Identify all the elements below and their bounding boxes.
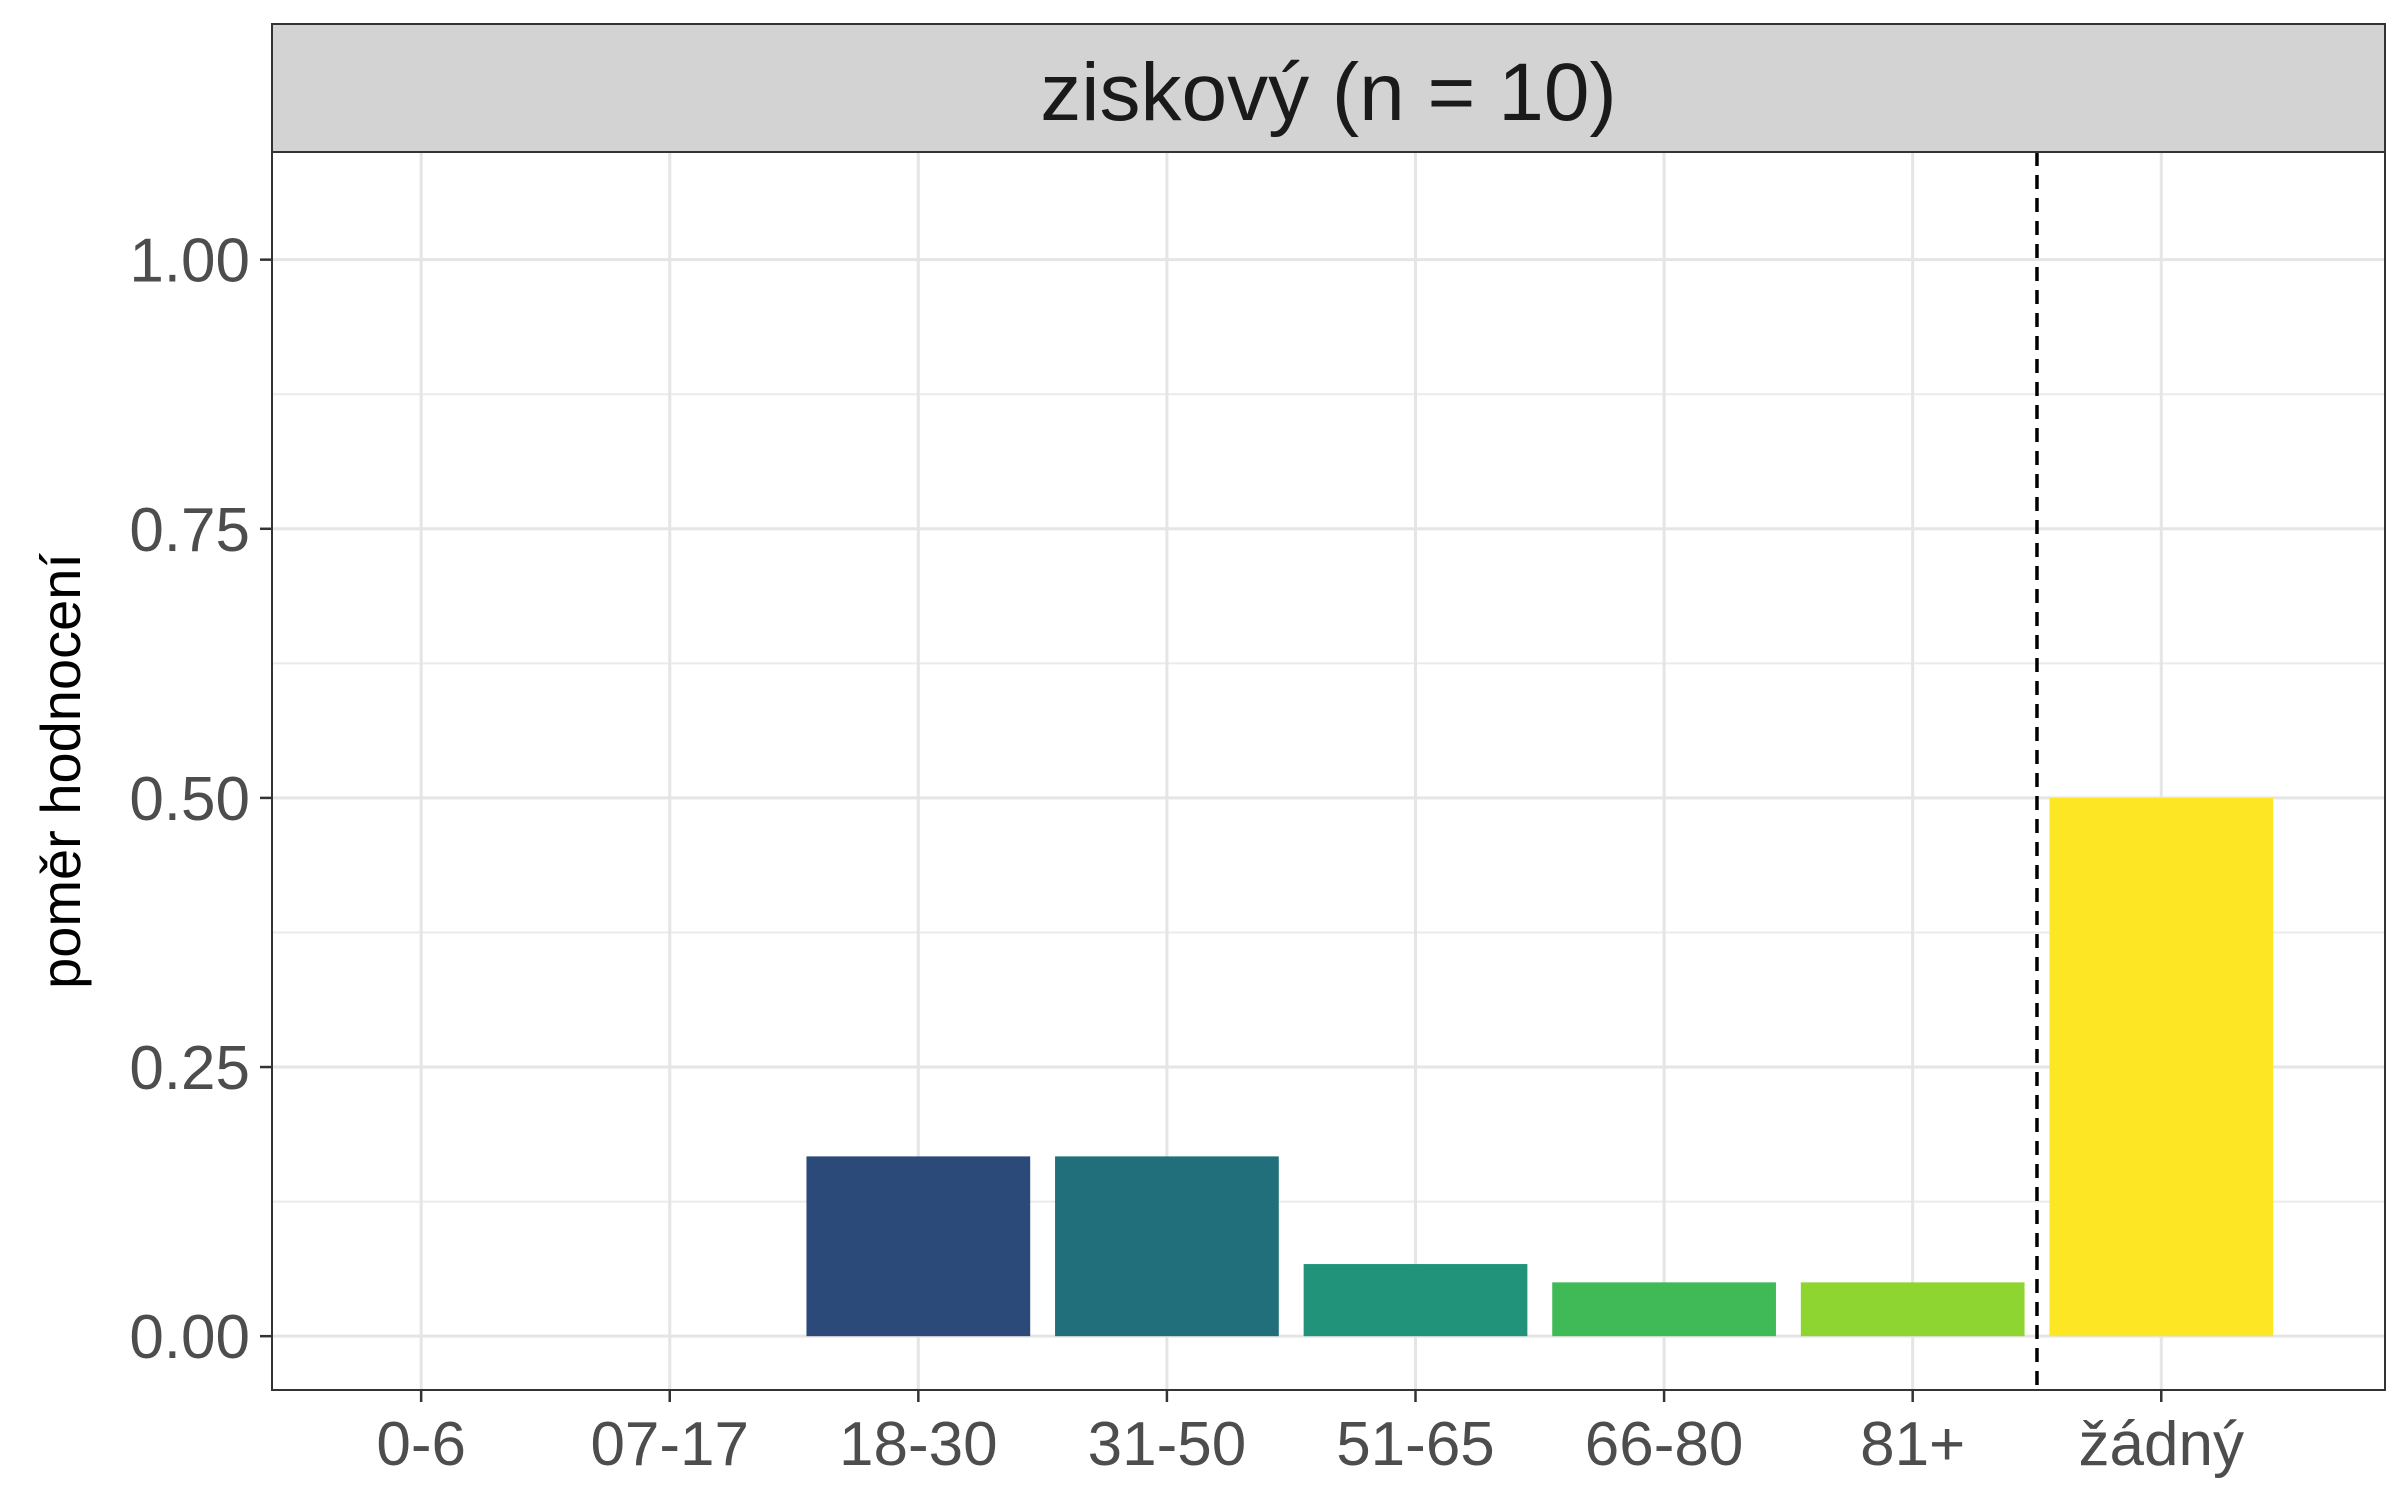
y-tick-label: 0.00 — [129, 1303, 250, 1372]
x-tick-label: 07-17 — [590, 1410, 749, 1479]
bar-žádný — [2049, 797, 2274, 1337]
x-tick-label: 51-65 — [1336, 1410, 1495, 1479]
x-tick-label: 81+ — [1860, 1410, 1965, 1479]
x-tick-label: 18-30 — [839, 1410, 998, 1479]
y-axis-label: poměr hodnocení — [29, 553, 92, 989]
x-tick-label: 0-6 — [376, 1410, 466, 1479]
bar-31-50 — [1055, 1156, 1279, 1337]
y-axis: 0.00 0.25 0.50 0.75 1.00 — [129, 227, 272, 1372]
facet-strip — [271, 23, 2386, 153]
bar-81+ — [1800, 1282, 2025, 1337]
x-tick-label: 66-80 — [1585, 1410, 1744, 1479]
x-tick-label: žádný — [2079, 1410, 2244, 1479]
x-axis: 0-6 07-17 18-30 31-50 51-65 66-80 81+ žádný — [376, 1390, 2244, 1479]
facet-title: ziskový (n = 10) — [1040, 47, 1616, 138]
x-tick-label: 31-50 — [1088, 1410, 1247, 1479]
bars-layer — [806, 797, 2274, 1337]
bar-18-30 — [806, 1156, 1031, 1337]
bar-51-65 — [1303, 1264, 1528, 1337]
y-tick-label: 0.25 — [129, 1034, 250, 1103]
y-tick-label: 0.50 — [129, 765, 250, 834]
y-tick-label: 1.00 — [129, 227, 250, 296]
bar-66-80 — [1552, 1282, 1776, 1337]
y-tick-label: 0.75 — [129, 496, 250, 565]
